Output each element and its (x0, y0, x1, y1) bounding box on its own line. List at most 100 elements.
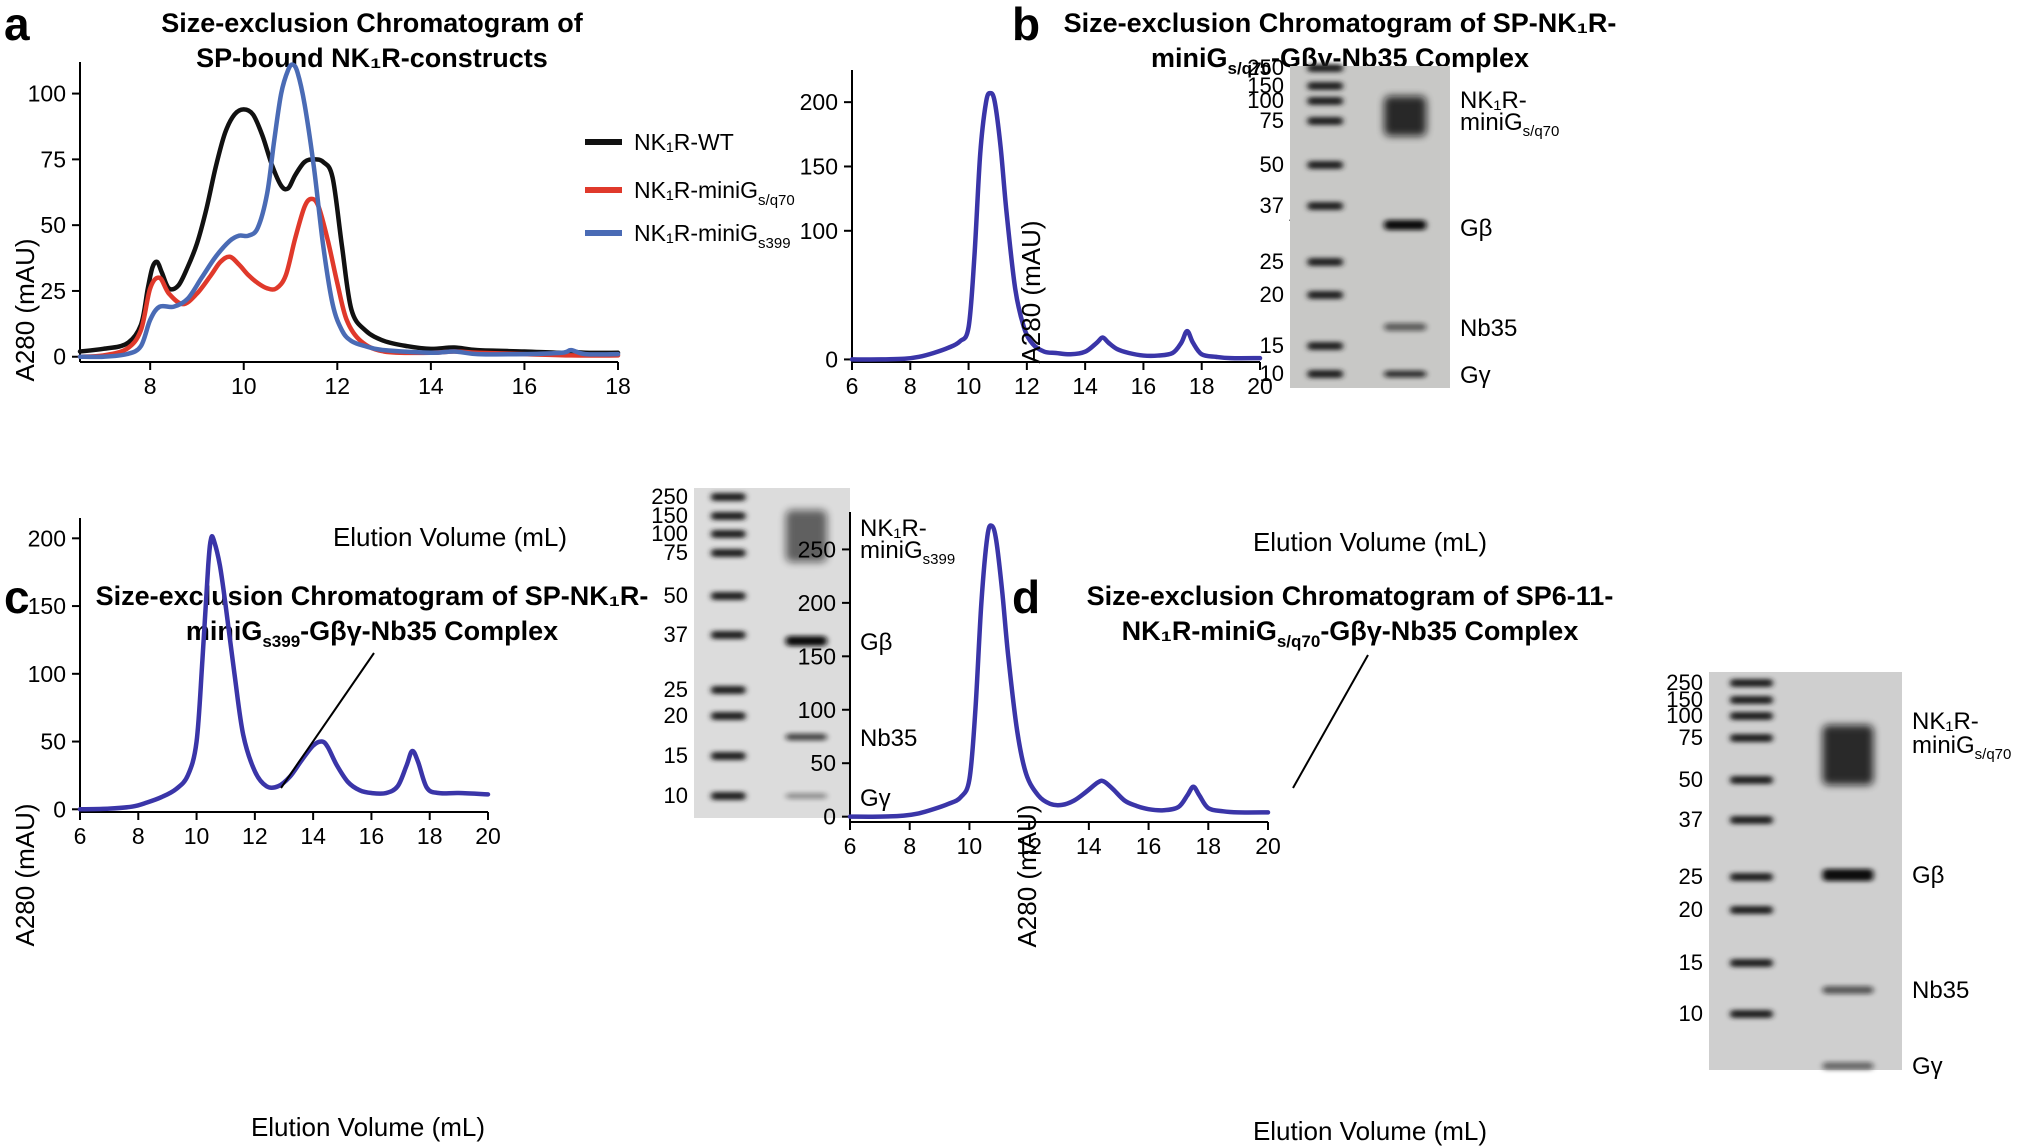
ladder-marker-label-c: 37 (664, 622, 688, 647)
ladder-marker-label-b: 15 (1260, 333, 1284, 358)
sample-band-d (1822, 1062, 1874, 1070)
legend-label-s399: NK₁R-miniGs399 (634, 220, 791, 252)
band-label-gbeta-d: Gβ (1912, 862, 1944, 889)
x-tick-label-b: 6 (846, 373, 859, 399)
ladder-marker-label-c: 75 (664, 540, 688, 565)
series-line-a-2 (77, 62, 621, 360)
chart-title-d-part2: -Gβγ-Nb35 Complex (1320, 616, 1578, 646)
legend-label-sq70: NK₁R-miniGs/q70 (634, 177, 795, 209)
ladder-marker-label-d: 37 (1679, 807, 1703, 832)
sample-band-d (1822, 725, 1874, 785)
ladder-band-c (711, 792, 746, 800)
band-label-complex-line1-b: NK₁R- (1460, 87, 1527, 114)
ladder-marker-label-c: 100 (651, 521, 688, 546)
ladder-band-d (1730, 712, 1773, 720)
plot-area-a: 8 10 12 14 16 18 0 25 50 75 100 (28, 62, 631, 399)
chart-title-c-line2: miniGs399-Gβγ-Nb35 Complex (186, 616, 558, 651)
band-label-complex-sub-c: s399 (923, 551, 956, 568)
y-tick-label-b: 100 (800, 218, 838, 244)
ladder-band-c (711, 493, 746, 501)
band-label-gbeta-b: Gβ (1460, 215, 1492, 242)
chart-title-a-line1: Size-exclusion Chromatogram of (161, 8, 584, 38)
ladder-band-c (711, 592, 746, 600)
y-tick-label-c: 150 (28, 593, 66, 619)
x-tick-label-c: 18 (417, 823, 443, 849)
y-tick-label-d: 100 (798, 697, 836, 723)
ladder-marker-label-c: 50 (664, 583, 688, 608)
band-label-complex-line2-b: miniGs/q70 (1460, 109, 1559, 140)
x-tick-label-a: 18 (605, 373, 631, 399)
sample-band-b (1384, 220, 1427, 230)
band-label-ggamma-d: Gγ (1912, 1053, 1943, 1080)
ladder-band-c (711, 549, 746, 557)
chart-title-d-line1: Size-exclusion Chromatogram of SP6-11- (1087, 581, 1614, 611)
x-tick-label-d: 20 (1255, 833, 1281, 859)
x-tick-label-b: 8 (904, 373, 917, 399)
x-tick-label-b: 16 (1131, 373, 1157, 399)
ladder-band-b (1307, 161, 1343, 169)
ladder-band-b (1307, 64, 1343, 72)
ladder-band-d (1730, 873, 1773, 881)
ladder-band-d (1730, 776, 1773, 784)
x-tick-label-b: 18 (1189, 373, 1215, 399)
x-tick-label-b: 20 (1247, 373, 1273, 399)
y-tick-label-b: 150 (800, 153, 838, 179)
ladder-band-c (711, 631, 746, 639)
chart-title-b-part1: miniG (1151, 43, 1228, 73)
y-tick-label-d: 200 (798, 590, 836, 616)
panel-b: b Size-exclusion Chromatogram of SP-NK₁R… (800, 0, 1617, 557)
band-label-complex-sub-b: s/q70 (1523, 123, 1560, 140)
chart-title-c-sub: s399 (262, 632, 300, 651)
panel-letter-a: a (4, 0, 30, 50)
chart-title-d-sub: s/q70 (1277, 632, 1320, 651)
chart-title-c-part1: miniG (186, 616, 263, 646)
y-tick-label-c: 200 (28, 525, 66, 551)
x-tick-label-b: 14 (1072, 373, 1098, 399)
ladder-marker-label-b: 37 (1260, 193, 1284, 218)
ladder-band-b (1307, 342, 1343, 350)
y-tick-label-d: 0 (823, 804, 836, 830)
ladder-marker-label-d: 10 (1679, 1001, 1703, 1026)
ladder-marker-label-b: 50 (1260, 152, 1284, 177)
ladder-marker-label-c: 150 (651, 503, 688, 528)
ladder-band-b (1307, 370, 1343, 378)
sample-band-b (1384, 96, 1427, 136)
gel-c: 25015010075503725201510NK₁R-miniGs399GβN… (651, 484, 955, 818)
ladder-marker-label-b: 75 (1260, 108, 1284, 133)
panel-c: c Size-exclusion Chromatogram of SP-NK₁R… (4, 484, 955, 1142)
chart-title-b-line1: Size-exclusion Chromatogram of SP-NK₁R- (1064, 8, 1617, 38)
band-label-nb35-b: Nb35 (1460, 315, 1517, 342)
band-label-ggamma-b: Gγ (1460, 362, 1491, 389)
y-axis-label-b: A280 (mAU) (1016, 220, 1046, 363)
sample-band-c (785, 793, 827, 799)
band-label-complex-main-d: miniG (1912, 732, 1975, 759)
band-label-complex-line1-d: NK₁R- (1912, 708, 1979, 735)
x-tick-label-a: 14 (418, 373, 444, 399)
ladder-band-d (1730, 679, 1773, 687)
y-axis-label-d: A280 (mAU) (1012, 804, 1042, 947)
panel-letter-d: d (1012, 571, 1040, 623)
ladder-marker-label-d: 100 (1666, 703, 1703, 728)
series-line-b-0 (849, 90, 1263, 362)
ladder-band-b (1307, 117, 1343, 125)
y-tick-label-b: 0 (825, 346, 838, 372)
band-label-nb35-d: Nb35 (1912, 977, 1969, 1004)
y-tick-label-a: 100 (28, 81, 66, 107)
legend-label-sq70-main: NK₁R-miniG (634, 177, 758, 203)
y-tick-label-c: 50 (40, 729, 66, 755)
panel-letter-c: c (4, 571, 30, 623)
x-tick-label-c: 14 (300, 823, 326, 849)
ladder-marker-label-c: 20 (664, 703, 688, 728)
legend-label-s399-main: NK₁R-miniG (634, 220, 758, 246)
ladder-marker-label-c: 25 (664, 677, 688, 702)
sample-band-c (785, 636, 827, 646)
ladder-band-d (1730, 734, 1773, 742)
ladder-band-c (711, 752, 746, 760)
chart-title-d-line2: NK₁R-miniGs/q70-Gβγ-Nb35 Complex (1122, 616, 1579, 651)
x-tick-label-d: 12 (1016, 833, 1042, 859)
